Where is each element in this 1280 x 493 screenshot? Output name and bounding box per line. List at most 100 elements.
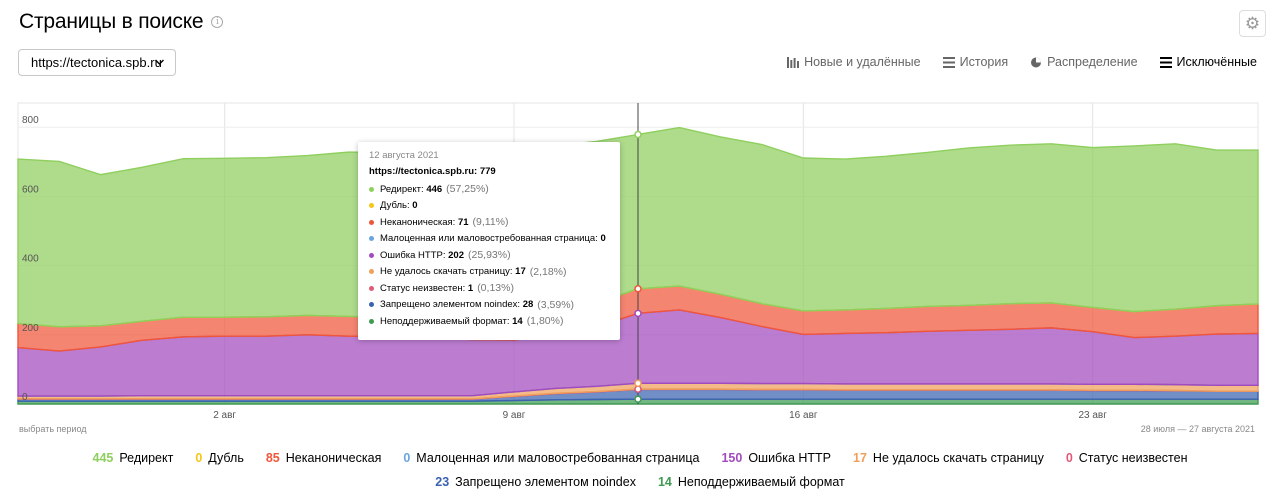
legend-value: 445 bbox=[92, 451, 114, 465]
tooltip-row-pct: (9,11%) bbox=[472, 216, 509, 229]
tab-new-removed[interactable]: Новые и удалённые bbox=[787, 55, 921, 69]
tooltip-row: Малоценная или маловостребованная страни… bbox=[369, 231, 609, 248]
tooltip-row-label: Редирект: bbox=[380, 183, 427, 195]
legend-value: 0 bbox=[1065, 451, 1073, 465]
tooltip-row: Ошибка HTTP: 202 (25,93%) bbox=[369, 247, 609, 264]
tooltip-row: Неканоническая: 71 (9,11%) bbox=[369, 214, 609, 231]
hover-marker bbox=[634, 379, 642, 387]
tooltip-row-label: Неподдерживаемый формат: bbox=[380, 315, 513, 327]
bar-chart-icon bbox=[787, 56, 800, 68]
hover-marker bbox=[634, 385, 642, 393]
y-tick-label: 0 bbox=[22, 392, 28, 403]
info-icon[interactable]: i bbox=[211, 16, 224, 28]
pie-icon bbox=[1031, 57, 1042, 67]
tooltip-row-value: 1 bbox=[467, 282, 474, 294]
x-tick-label: 16 авг bbox=[789, 410, 818, 420]
tooltip-row-pct: (3,59%) bbox=[537, 298, 575, 311]
legend-label: Запрещено элементом noindex bbox=[455, 475, 636, 489]
tooltip-row-label: Статус неизвестен: bbox=[380, 282, 468, 294]
legend: 445 Редирект 0 Дубль 85 Неканоническая 0 Малоце… bbox=[0, 446, 1280, 493]
tooltip-row-label: Запрещено элементом noindex: bbox=[380, 299, 523, 311]
legend-item[interactable]: 17 Не удалось скачать страницу bbox=[853, 451, 1044, 465]
stack-icon bbox=[1159, 56, 1172, 68]
tooltip-row: Дубль: 0 bbox=[369, 198, 609, 215]
tab-label: История bbox=[959, 55, 1009, 69]
chevron-down-icon bbox=[154, 50, 165, 85]
tooltip-row-label: Дубль: bbox=[380, 200, 413, 212]
legend-value: 17 bbox=[853, 451, 867, 465]
y-tick-label: 400 bbox=[22, 254, 39, 265]
tooltip-row-label: Ошибка HTTP: bbox=[380, 249, 449, 261]
tooltip-row-pct: (1,80%) bbox=[526, 315, 564, 328]
tooltip-total-label: https://tectonica.spb.ru: bbox=[369, 166, 478, 177]
tooltip-row-value: 0 bbox=[600, 233, 606, 245]
y-tick-label: 800 bbox=[22, 115, 39, 126]
legend-item[interactable]: 0 Малоценная или маловостребованная стран… bbox=[403, 451, 699, 465]
tooltip-dot bbox=[369, 285, 374, 291]
tooltip-row-value: 28 bbox=[522, 299, 534, 311]
site-select[interactable]: https://tectonica.spb.ru bbox=[18, 49, 176, 76]
tooltip-row-pct: (25,93%) bbox=[468, 249, 511, 262]
legend-label: Неподдерживаемый формат bbox=[677, 475, 845, 489]
tooltip-row: Статус неизвестен: 1 (0,13%) bbox=[369, 280, 609, 297]
tooltip-row: Неподдерживаемый формат: 14 (1,80%) bbox=[369, 313, 609, 330]
tooltip-row-pct: (0,13%) bbox=[477, 282, 514, 295]
tooltip-date: 12 августа 2021 bbox=[369, 150, 439, 161]
tooltip-dot bbox=[369, 236, 374, 242]
tooltip-total: https://tectonica.spb.ru: 779 bbox=[369, 166, 609, 177]
tooltip-row-label: Малоценная или маловостребованная страни… bbox=[380, 233, 601, 245]
legend-item[interactable]: 14 Неподдерживаемый формат bbox=[658, 475, 845, 489]
legend-item[interactable]: 23 Запрещено элементом noindex bbox=[435, 475, 636, 489]
tooltip-dot bbox=[369, 252, 374, 258]
legend-item[interactable]: 0 Статус неизвестен bbox=[1066, 451, 1188, 465]
tooltip-row-value: 17 bbox=[515, 266, 526, 278]
tooltip-total-value: 779 bbox=[479, 166, 496, 177]
legend-label: Малоценная или маловостребованная страни… bbox=[416, 451, 700, 465]
tab-excluded[interactable]: Исключённые bbox=[1159, 55, 1257, 69]
tooltip-row: Не удалось скачать страницу: 17 (2,18%) bbox=[369, 264, 609, 281]
tab-label: Новые и удалённые bbox=[804, 55, 921, 69]
tooltip-row-pct: (57,25%) bbox=[446, 183, 489, 196]
tab-label: Распределение bbox=[1047, 55, 1138, 69]
y-tick-label: 200 bbox=[22, 323, 39, 334]
site-select-value: https://tectonica.spb.ru bbox=[31, 55, 162, 70]
x-tick-label: 2 авг bbox=[213, 410, 236, 420]
tooltip-row: Запрещено элементом noindex: 28 (3,59%) bbox=[369, 297, 609, 314]
tooltip-row-value: 202 bbox=[448, 249, 464, 261]
gear-icon: ⚙ bbox=[1244, 13, 1261, 33]
tooltip-row-label: Неканоническая: bbox=[380, 216, 458, 228]
page-title: Страницы в поиске bbox=[19, 10, 204, 33]
legend-item[interactable]: 445 Редирект bbox=[93, 451, 174, 465]
legend-value: 150 bbox=[721, 451, 743, 465]
x-tick-label: 23 авг bbox=[1078, 410, 1107, 420]
legend-label: Неканоническая bbox=[285, 451, 382, 465]
tooltip-dot bbox=[369, 318, 374, 324]
legend-item[interactable]: 150 Ошибка HTTP bbox=[721, 451, 831, 465]
tooltip-row-value: 0 bbox=[412, 200, 418, 212]
tooltip-dot bbox=[369, 219, 374, 225]
hover-marker bbox=[634, 309, 642, 318]
legend-label: Не удалось скачать страницу bbox=[872, 451, 1044, 465]
settings-button[interactable]: ⚙ bbox=[1239, 10, 1266, 37]
tab-distribution[interactable]: Распределение bbox=[1030, 55, 1138, 69]
y-tick-label: 600 bbox=[22, 184, 39, 195]
legend-label: Редирект bbox=[119, 451, 174, 465]
legend-item[interactable]: 0 Дубль bbox=[195, 451, 244, 465]
tooltip-row-value: 14 bbox=[512, 315, 523, 327]
legend-value: 23 bbox=[435, 475, 450, 489]
x-tick-label: 9 авг bbox=[503, 410, 526, 420]
legend-value: 14 bbox=[657, 475, 672, 489]
tooltip-dot bbox=[369, 203, 374, 209]
tab-history[interactable]: История bbox=[942, 55, 1009, 69]
legend-label: Статус неизвестен bbox=[1078, 451, 1188, 465]
stack-icon bbox=[942, 56, 955, 68]
tab-label: Исключённые bbox=[1176, 55, 1257, 69]
chart-svg[interactable]: 0 200 400 600 800 2 авг 9 авг 16 авг 23 авг bbox=[0, 0, 1280, 420]
chart-tooltip: 12 августа 2021 https://tectonica.spb.ru… bbox=[358, 142, 620, 340]
select-period-link[interactable]: выбрать период bbox=[19, 424, 87, 434]
legend-value: 0 bbox=[403, 451, 411, 465]
hover-marker bbox=[634, 130, 642, 139]
legend-item[interactable]: 85 Неканоническая bbox=[266, 451, 382, 465]
legend-label: Дубль bbox=[208, 451, 244, 465]
